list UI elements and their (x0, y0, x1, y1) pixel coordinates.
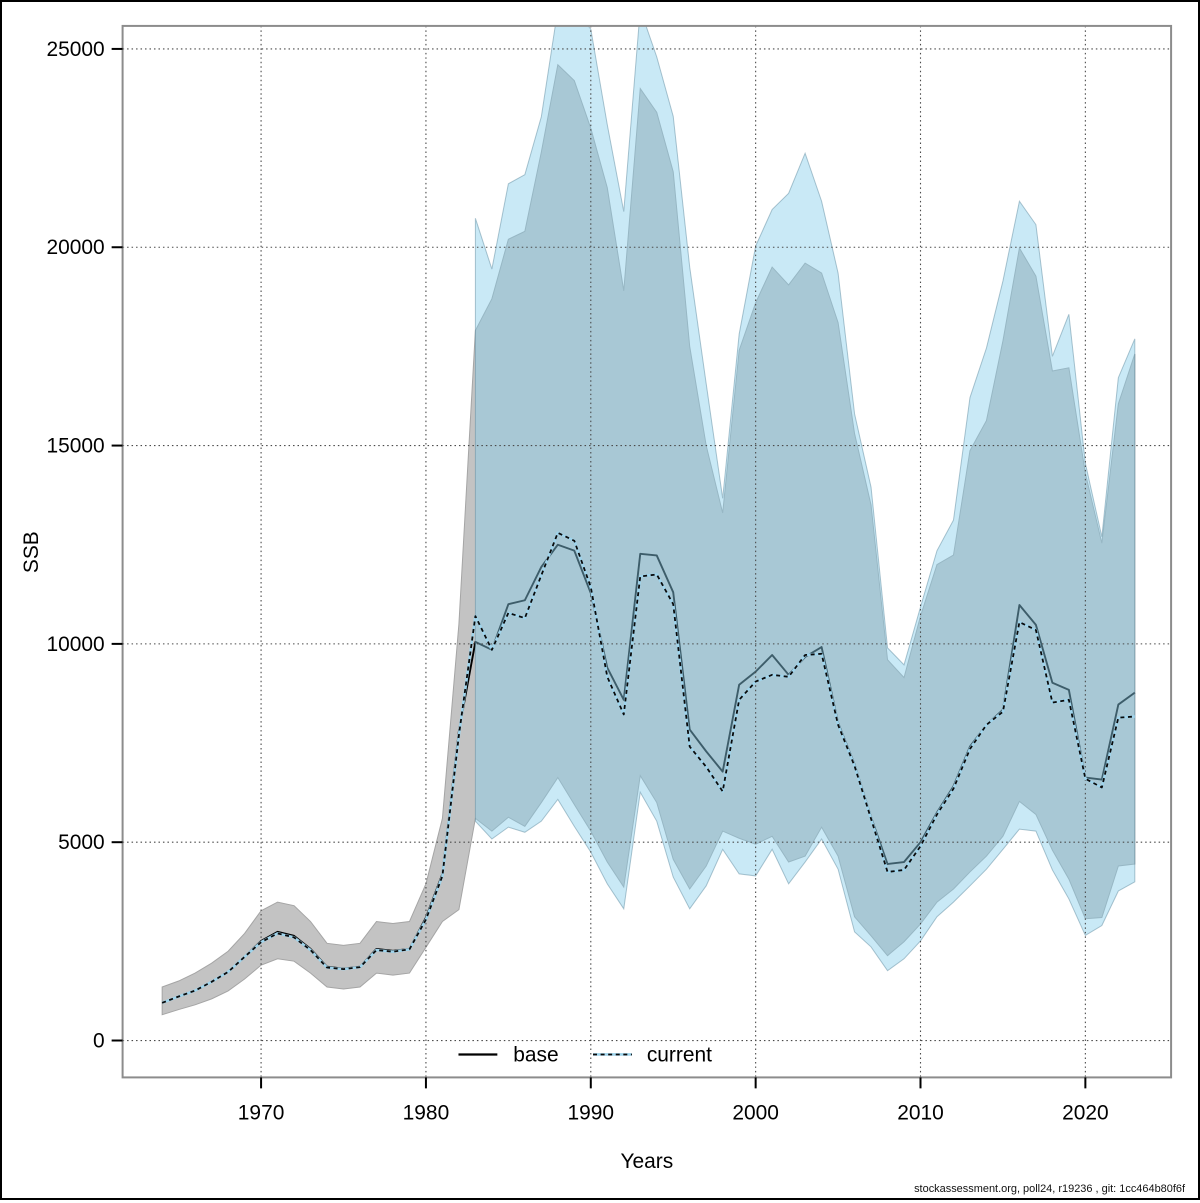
y-tick-label: 0 (93, 1029, 105, 1052)
x-tick-label: 1980 (403, 1101, 450, 1124)
series-lines (161, 531, 1135, 1005)
y-tick-label: 15000 (46, 435, 104, 458)
plot-frame (121, 24, 1173, 1079)
y-axis-title: SSB (20, 531, 43, 573)
current-mean-line-under (161, 531, 1135, 1005)
gridlines (122, 25, 1172, 1078)
x-tick-label: 2000 (732, 1101, 779, 1124)
y-tick-label: 20000 (46, 236, 104, 259)
legend: base current (458, 1043, 712, 1066)
x-tick-label: 1970 (238, 1101, 285, 1124)
x-axis-title: Years (620, 1150, 673, 1173)
y-tick-label: 10000 (46, 633, 104, 656)
axes: 0 5000 10000 15000 20000 25000 1970 1980 1990 200… (46, 38, 1108, 1124)
current-confidence-band (474, 25, 1136, 972)
x-tick-label: 1990 (568, 1101, 615, 1124)
x-tick-label: 2020 (1062, 1101, 1109, 1124)
legend-current-label: current (647, 1043, 712, 1066)
y-tick-label: 25000 (46, 38, 104, 61)
footer-attribution: stockassessment.org, poll24, r19236 , gi… (914, 1183, 1186, 1195)
confidence-bands (161, 25, 1136, 1016)
legend-base-label: base (513, 1043, 558, 1066)
x-tick-label: 2010 (897, 1101, 944, 1124)
y-tick-label: 5000 (58, 831, 105, 854)
